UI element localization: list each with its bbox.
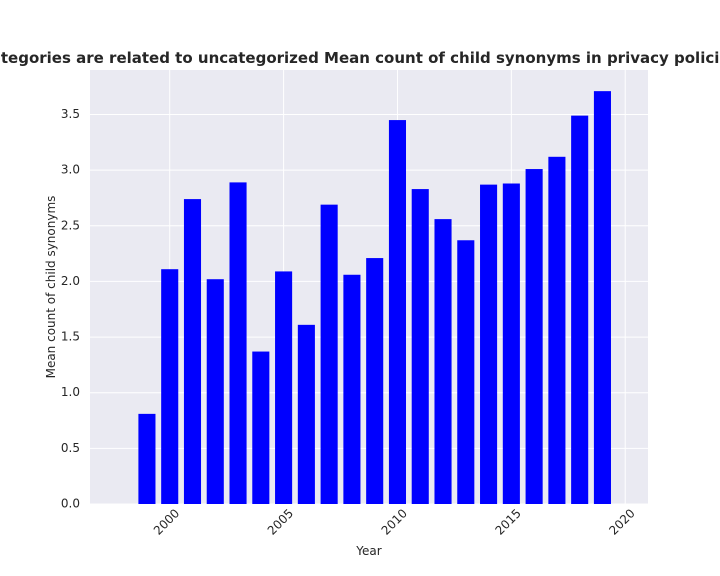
bar-2016 (525, 169, 543, 505)
y-tick-label: 0.0 (61, 497, 80, 511)
x-tick-label: 2010 (379, 506, 410, 537)
bar-2006 (297, 324, 315, 504)
y-tick-label: 2.0 (61, 274, 80, 288)
bar-2000 (161, 269, 179, 504)
y-tick-label: 1.5 (61, 330, 80, 344)
bar-2007 (320, 204, 338, 504)
bar-2015 (502, 183, 520, 504)
bar-2011 (411, 189, 429, 505)
x-tick-label: 2000 (151, 506, 182, 537)
y-axis-ticks: 0.0 0.5 1.0 1.5 2.0 2.5 3.0 3.5 (61, 107, 80, 510)
x-axis-label: Year (355, 544, 381, 558)
bar-2019 (593, 91, 611, 505)
y-tick-label: 3.5 (61, 107, 80, 121)
bar-2013 (457, 240, 475, 504)
y-tick-label: 1.0 (61, 385, 80, 399)
bar-2004 (252, 351, 270, 504)
y-tick-label: 3.0 (61, 163, 80, 177)
bar-2014 (480, 184, 498, 504)
chart-title: en categories are related to uncategoriz… (0, 49, 720, 67)
bar-2009 (366, 258, 384, 504)
bar-2002 (206, 279, 224, 504)
bar-2001 (183, 199, 202, 505)
bar-1999 (138, 413, 156, 504)
y-axis-label: Mean count of child synonyms (44, 196, 58, 379)
x-tick-label: 2015 (492, 506, 523, 537)
y-tick-label: 0.5 (61, 441, 80, 455)
bar-2012 (434, 219, 452, 504)
y-tick-label: 2.5 (61, 218, 80, 232)
bar-2005 (275, 271, 293, 504)
x-tick-label: 2005 (265, 506, 296, 537)
bar-2010 (388, 120, 407, 505)
bars (138, 91, 611, 505)
bar-2018 (571, 115, 589, 504)
x-tick-label: 2020 (606, 506, 637, 537)
bar-2003 (229, 182, 247, 504)
bar-2017 (548, 156, 566, 505)
x-axis-ticks: 2000 2005 2010 2015 2020 (151, 506, 638, 537)
bar-2008 (343, 274, 361, 504)
